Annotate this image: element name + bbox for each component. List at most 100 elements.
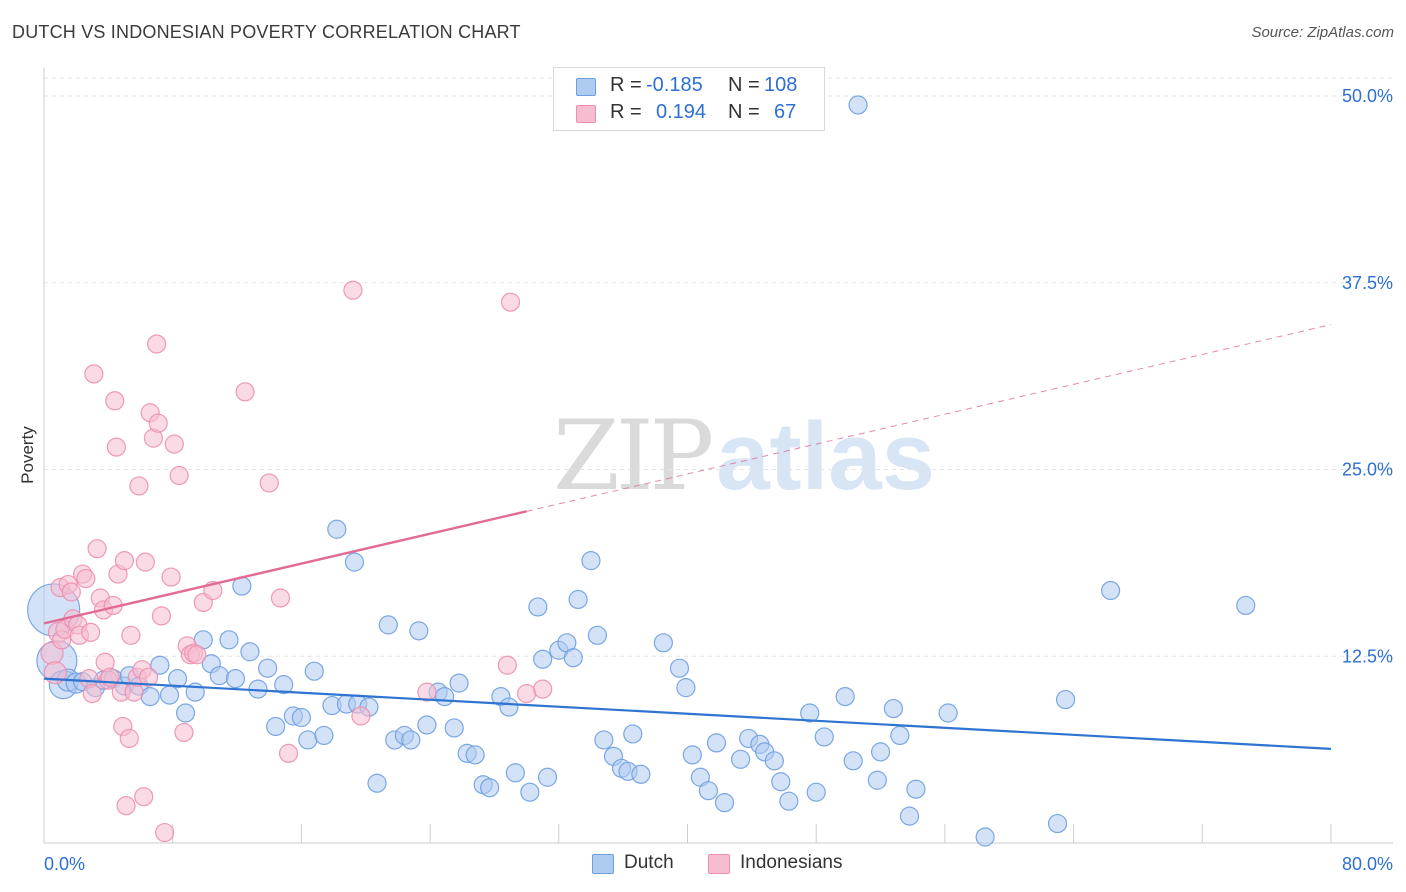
watermark: ZIPatlas	[553, 400, 935, 512]
indonesians-point-17	[87, 539, 107, 559]
dutch-n-label: N =	[728, 74, 760, 96]
dutch-point-103	[1047, 813, 1068, 834]
indonesians-point-24	[105, 391, 125, 411]
indonesians-point-16	[84, 364, 104, 384]
dutch-point-105	[1101, 580, 1121, 601]
indonesians-point-39	[138, 667, 159, 687]
dutch-swatch	[576, 78, 596, 96]
dutch-point-74	[653, 633, 673, 653]
x-tick-label-min: 0.0%	[44, 854, 85, 874]
dutch-point-30	[291, 707, 311, 728]
dutch-point-57	[505, 763, 525, 783]
dutch-point-37	[344, 552, 365, 572]
watermark-zip: ZIP	[553, 400, 714, 512]
x-tick-label-max: 80.0%	[1342, 854, 1393, 874]
indonesians-point-59	[278, 743, 299, 763]
dutch-point-101	[938, 703, 958, 723]
dutch-r-value: -0.185	[646, 74, 703, 96]
indonesians-point-14	[81, 622, 101, 642]
dutch-point-26	[258, 658, 278, 678]
dutch-point-97	[883, 698, 904, 719]
indonesians-point-58	[270, 588, 291, 608]
dutch-point-76	[676, 678, 696, 698]
dutch-point-94	[848, 95, 868, 115]
indonesians-point-48	[169, 465, 189, 486]
dutch-point-46	[417, 715, 437, 735]
indonesians-point-12	[76, 568, 96, 589]
dutch-point-73	[631, 764, 651, 784]
dutch-point-91	[814, 727, 834, 747]
indonesians-r-value: 0.194	[656, 101, 707, 123]
dutch-point-72	[623, 724, 643, 744]
dutch-point-27	[266, 716, 286, 737]
indonesians-point-45	[155, 822, 175, 843]
dutch-point-93	[843, 751, 863, 771]
dutch-point-41	[378, 615, 398, 635]
dutch-trend-line	[43, 677, 1332, 750]
dutch-point-104	[1055, 689, 1076, 710]
dutch-point-15	[167, 669, 188, 689]
bottom-indonesians-swatch	[708, 854, 730, 874]
dutch-point-75	[669, 658, 690, 678]
dutch-point-20	[209, 666, 229, 686]
indonesians-point-64	[500, 292, 521, 312]
indonesians-point-66	[533, 679, 553, 699]
bottom-dutch-label: Dutch	[624, 852, 674, 873]
indonesians-point-42	[147, 334, 167, 354]
dutch-point-33	[314, 725, 334, 746]
dutch-point-106	[1236, 595, 1256, 616]
dutch-point-13	[150, 655, 170, 675]
dutch-point-24	[240, 642, 260, 662]
dutch-point-52	[465, 745, 485, 765]
dutch-point-65	[568, 589, 588, 610]
dutch-point-82	[730, 749, 751, 769]
dutch-point-90	[806, 782, 826, 802]
indonesians-point-38	[135, 552, 155, 572]
dutch-point-44	[401, 730, 421, 750]
dutch-point-87	[771, 772, 791, 792]
dutch-point-21	[219, 630, 239, 650]
indonesians-point-57	[259, 473, 279, 493]
indonesians-point-62	[417, 682, 437, 702]
dutch-point-54	[480, 778, 500, 798]
dutch-point-89	[800, 703, 820, 723]
dutch-point-12	[140, 686, 160, 707]
dutch-point-28	[274, 675, 294, 695]
indonesians-point-15	[82, 683, 102, 704]
y-tick-label-3: 50.0%	[1342, 86, 1393, 106]
dutch-point-86	[764, 751, 784, 771]
indonesians-point-30	[116, 796, 136, 816]
indonesians-point-44	[151, 606, 172, 626]
dutch-n-value: 108	[764, 74, 798, 96]
dutch-point-77	[682, 745, 702, 765]
y-tick-label-0: 12.5%	[1342, 646, 1393, 666]
indonesians-n-label: N =	[728, 101, 760, 123]
dutch-point-99	[899, 806, 920, 826]
chart-title: DUTCH VS INDONESIAN POVERTY CORRELATION …	[12, 22, 521, 42]
dutch-point-49	[444, 718, 464, 738]
dutch-point-98	[890, 725, 910, 746]
indonesians-point-43	[148, 413, 168, 433]
dutch-point-67	[587, 625, 608, 645]
dutch-point-92	[835, 686, 855, 707]
indonesians-point-49	[174, 722, 194, 743]
dutch-point-22	[225, 669, 246, 689]
dutch-points	[27, 95, 1256, 847]
stats-legend: R = -0.185 N = 108 R = 0.194 N = 67	[553, 67, 825, 131]
bottom-dutch-swatch	[592, 854, 614, 874]
dutch-point-35	[327, 519, 347, 539]
indonesians-trend-extension	[526, 324, 1332, 512]
indonesians-point-46	[161, 567, 181, 587]
dutch-point-14	[159, 685, 180, 705]
dutch-point-58	[520, 782, 540, 802]
indonesians-swatch	[576, 105, 596, 123]
dutch-point-79	[698, 781, 719, 801]
indonesians-point-29	[114, 551, 135, 571]
dutch-point-31	[298, 730, 318, 750]
dutch-point-56	[499, 697, 519, 717]
dutch-point-95	[867, 770, 887, 790]
dutch-point-66	[581, 551, 601, 571]
dutch-point-102	[975, 827, 995, 847]
indonesians-point-60	[343, 280, 363, 300]
